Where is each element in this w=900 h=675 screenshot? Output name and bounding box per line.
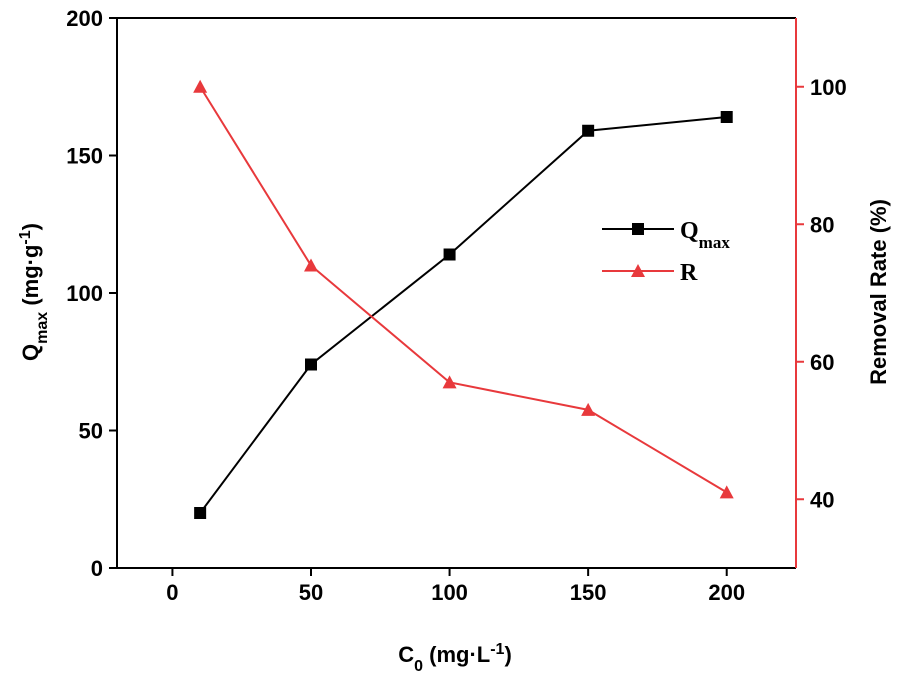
data-point-r	[442, 375, 457, 389]
legend-label-r: R	[680, 260, 698, 286]
x-tick-label: 50	[299, 580, 323, 605]
y-right-tick-label: 60	[810, 350, 834, 375]
y-right-tick-label: 100	[810, 75, 847, 100]
series-line-qmax	[199, 116, 727, 514]
x-tick-label: 100	[431, 580, 468, 605]
x-tick-label: 200	[708, 580, 745, 605]
data-point-qmax	[720, 111, 733, 123]
data-point-qmax	[443, 248, 456, 261]
y-right-tick-label: 40	[810, 487, 834, 512]
data-point-qmax	[305, 358, 317, 371]
y-left-tick-label: 100	[66, 281, 103, 306]
legend-marker-qmax	[632, 223, 644, 235]
y-left-tick-label: 150	[66, 144, 103, 169]
y-left-tick-label: 200	[66, 6, 103, 31]
legend-marker-r	[631, 264, 645, 277]
y-right-tick-label: 80	[810, 212, 834, 237]
data-point-r	[193, 79, 208, 93]
x-tick-label: 0	[166, 580, 178, 605]
x-tick-label: 150	[570, 580, 607, 605]
data-point-r	[304, 258, 318, 272]
legend-label-qmax: Qmax	[680, 218, 730, 252]
y-left-tick-label: 0	[91, 556, 103, 581]
y-right-axis-title: Removal Rate (%)	[866, 199, 891, 385]
data-point-r	[719, 485, 734, 499]
y-left-axis-title: Qmax (mg·g-1)	[17, 223, 51, 361]
data-point-qmax	[582, 124, 595, 137]
data-point-r	[581, 402, 596, 416]
data-point-qmax	[194, 507, 207, 519]
series-line-r	[199, 86, 728, 494]
x-axis-title: C0 (mg·L-1)	[398, 641, 512, 675]
legend: Qmax R	[602, 218, 730, 286]
y-left-tick-label: 50	[79, 419, 103, 444]
